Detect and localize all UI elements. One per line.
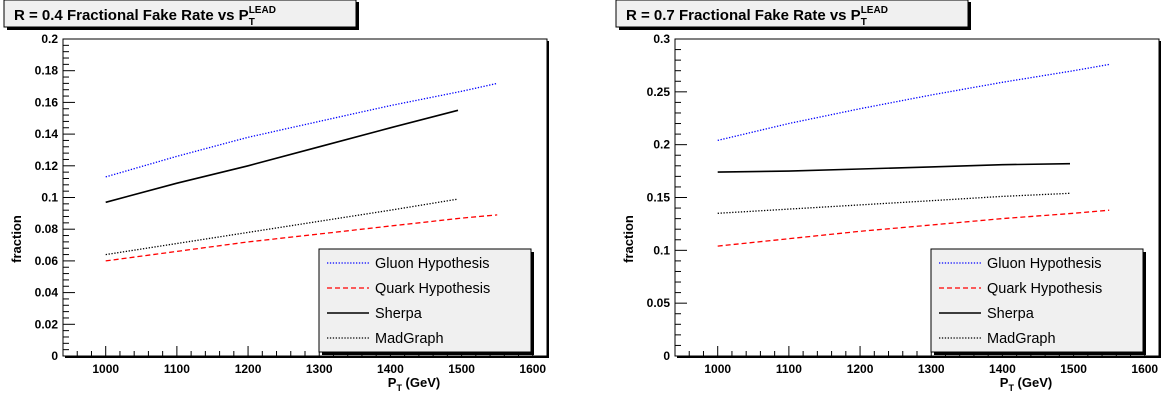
chart-title-sub: T [861,17,867,28]
y-tick-label: 0.2 [41,32,58,46]
y-tick-label: 0.12 [35,159,59,173]
legend-label: Quark Hypothesis [987,281,1102,297]
y-tick-label: 0.08 [35,222,59,236]
y-tick-label: 0.15 [647,191,671,205]
x-axis-label-main: P [388,375,397,390]
x-axis-label-sub: T [396,383,402,393]
y-tick-label: 0.16 [35,95,59,109]
chart-title: R = 0.4 Fractional Fake Rate vs PLEAD [14,5,276,24]
y-tick-label: 0 [51,349,58,363]
title-box [615,0,969,28]
legend-box [318,248,532,353]
y-tick-label: 0.04 [35,286,59,300]
chart-panel-r04: 0 0.02 0.04 0.06 0.08 0.1 0.12 0.14 0.16 0.18 0.2 1… [0,0,560,399]
legend-label: Quark Hypothesis [375,281,490,297]
y-tick-label: 0.06 [35,254,59,268]
x-tick-label: 1000 [92,362,119,376]
x-tick-label: 1600 [519,362,546,376]
x-tick-label: 1500 [1060,362,1087,376]
chart-title-text: R = 0.7 Fractional Fake Rate vs P [626,7,861,24]
y-tick-label: 0.3 [653,32,670,46]
legend-label: Sherpa [987,306,1035,322]
y-tick-label: 0.1 [653,243,670,257]
series-line-madgraph [717,192,1071,214]
x-tick-label: 1400 [377,362,404,376]
y-axis-label: fraction [621,215,636,263]
legend-label: MadGraph [375,331,444,347]
x-axis-label-unit: (GeV) [1014,375,1052,390]
x-axis-label-sub: T [1008,383,1014,393]
x-axis-label: PT (GeV) [388,375,440,393]
series-line-sherpa [105,109,459,204]
series-line-sherpa [717,162,1071,173]
x-tick-label: 1100 [776,362,802,376]
x-tick-label: 1600 [1131,362,1158,376]
x-tick-label: 1200 [235,362,262,376]
x-axis-label-unit: (GeV) [402,375,440,390]
series-line-madgraph [105,198,459,256]
legend-label: MadGraph [987,331,1056,347]
x-tick-label: 1500 [448,362,475,376]
legend-label: Sherpa [375,306,423,322]
x-tick-label: 1300 [306,362,333,376]
chart-title: R = 0.7 Fractional Fake Rate vs PLEAD [626,5,888,24]
x-tick-label: 1300 [918,362,945,376]
chart-r04: 0 0.02 0.04 0.06 0.08 0.1 0.12 0.14 0.16 0.18 0.2 1… [3,0,549,393]
y-axis-label: fraction [9,215,24,263]
x-tick-label: 1400 [989,362,1016,376]
chart-title-sup: LEAD [249,5,276,16]
y-tick-label: 0.1 [41,191,58,205]
legend-label: Gluon Hypothesis [375,256,489,272]
x-tick-label: 1100 [164,362,190,376]
x-axis-label: PT (GeV) [1000,375,1052,393]
legend-box [930,248,1144,353]
y-tick-label: 0.25 [647,85,671,99]
y-tick-label: 0.18 [35,64,59,78]
chart-r07: 0 0.05 0.1 0.15 0.2 0.25 0.3 1000 1100 1200 1300 14… [615,0,1161,393]
x-tick-label: 1000 [704,362,731,376]
chart-title-text: R = 0.4 Fractional Fake Rate vs P [14,7,249,24]
series-line-gluon-hypothesis [717,63,1110,142]
x-axis-label-main: P [1000,375,1009,390]
y-tick-label: 0.05 [647,296,671,310]
y-tick-label: 0.02 [35,317,59,331]
legend-label: Gluon Hypothesis [987,256,1101,272]
y-tick-label: 0.14 [35,127,59,141]
y-tick-label: 0.2 [653,138,670,152]
y-tick-label: 0 [663,349,670,363]
x-tick-label: 1200 [847,362,874,376]
chart-panel-r07: 0 0.05 0.1 0.15 0.2 0.25 0.3 1000 1100 1200 1300 14… [612,0,1172,399]
chart-title-sup: LEAD [861,5,888,16]
title-box [3,0,357,28]
series-line-gluon-hypothesis [105,82,498,178]
chart-title-sub: T [249,17,255,28]
